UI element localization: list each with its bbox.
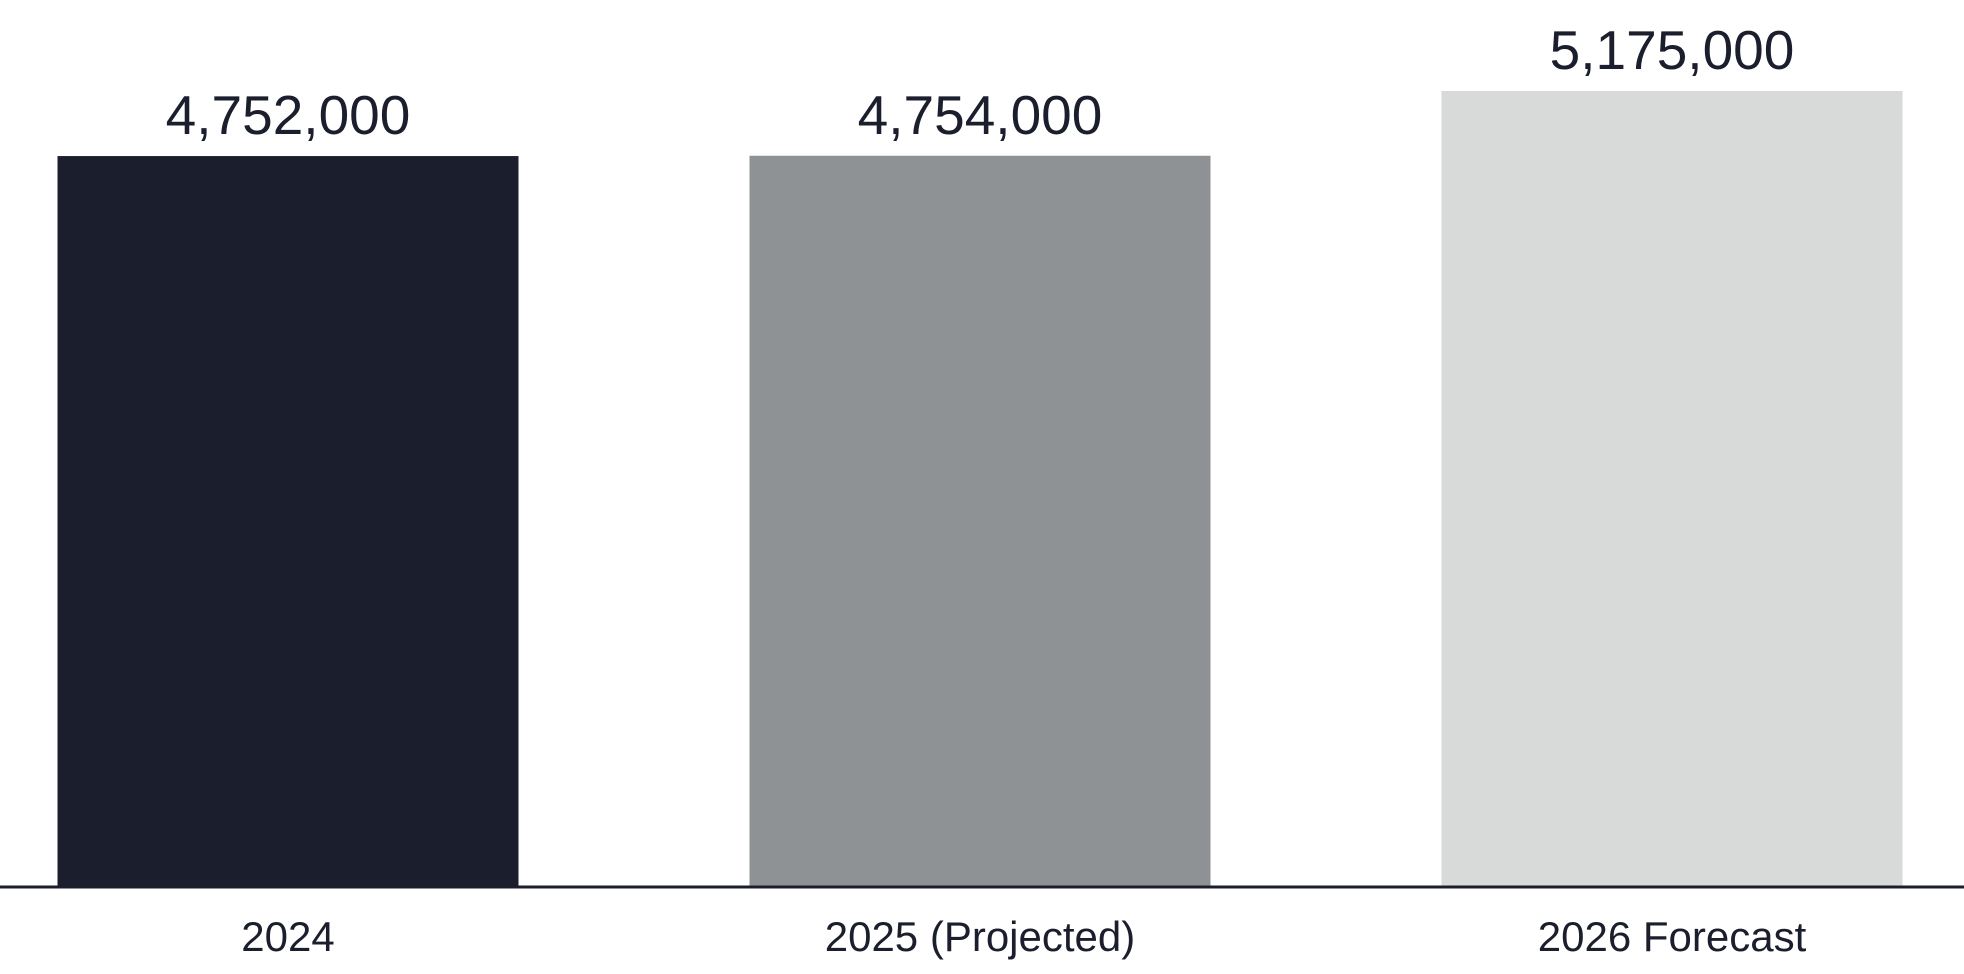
bar [57, 156, 519, 888]
bar [1441, 91, 1903, 887]
x-tick-label: 2025 (Projected) [825, 913, 1136, 960]
value-label: 4,752,000 [166, 84, 411, 146]
value-label: 4,754,000 [858, 84, 1103, 146]
value-label: 5,175,000 [1550, 19, 1795, 81]
bar [749, 155, 1211, 887]
x-tick-label: 2024 [241, 913, 334, 960]
x-tick-label: 2026 Forecast [1538, 913, 1807, 960]
